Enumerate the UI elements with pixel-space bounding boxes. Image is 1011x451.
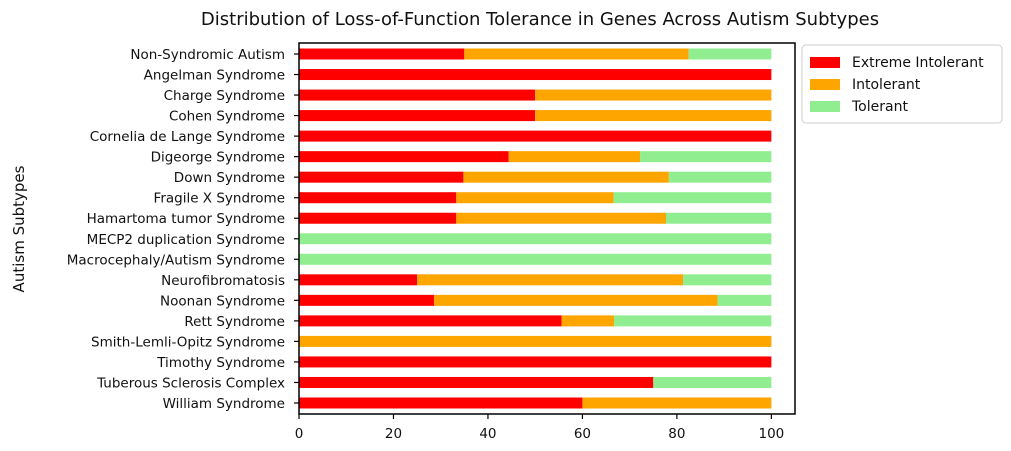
bar-1-row-5 xyxy=(299,130,772,142)
x-tick-label: 100 xyxy=(758,426,784,442)
y-tick-label: Down Syndrome xyxy=(174,170,285,186)
legend-swatch xyxy=(810,101,840,112)
x-tick-label: 20 xyxy=(385,426,402,442)
bar-3-row-7 xyxy=(668,171,772,183)
bar-2-row-18 xyxy=(582,397,772,409)
y-tick-label: Macrocephaly/Autism Syndrome xyxy=(67,252,285,268)
bar-1-row-12 xyxy=(299,274,418,286)
y-tick-label: Fragile X Syndrome xyxy=(154,191,285,207)
y-tick-label: MECP2 duplication Syndrome xyxy=(87,232,285,248)
bar-2-row-8 xyxy=(456,192,614,204)
bar-1-row-2 xyxy=(299,69,772,81)
y-ticks-group: Non-Syndromic Autism Angelman Syndrome Cha… xyxy=(67,47,299,412)
bar-3-row-13 xyxy=(717,294,772,306)
bar-2-row-9 xyxy=(456,212,667,224)
chart-title: Distribution of Loss-of-Function Toleran… xyxy=(201,9,879,30)
y-tick-label: Neurofibromatosis xyxy=(161,273,285,289)
bar-1-row-17 xyxy=(299,376,654,388)
bar-2-row-4 xyxy=(535,110,772,122)
legend: Extreme Intolerant Intolerant Tolerant xyxy=(801,44,1003,124)
legend-label: Tolerant xyxy=(851,99,908,115)
y-tick-label: Cornelia de Lange Syndrome xyxy=(90,129,285,145)
y-tick-label: Tuberous Sclerosis Complex xyxy=(96,375,285,391)
y-axis-label: Autism Subtypes xyxy=(10,165,28,292)
bar-2-row-15 xyxy=(299,335,772,347)
y-tick-label: Timothy Syndrome xyxy=(156,355,285,371)
legend-label: Extreme Intolerant xyxy=(852,55,984,71)
bar-1-row-16 xyxy=(299,356,772,368)
bar-3-row-8 xyxy=(613,192,772,204)
bar-1-row-8 xyxy=(299,192,457,204)
bar-2-row-7 xyxy=(463,171,669,183)
bar-2-row-1 xyxy=(464,48,689,60)
x-tick-label: 80 xyxy=(668,426,685,442)
bar-2-row-14 xyxy=(561,315,615,327)
bar-3-row-11 xyxy=(299,253,772,265)
bars-group xyxy=(299,48,772,409)
y-tick-label: Noonan Syndrome xyxy=(160,293,285,309)
bar-3-row-6 xyxy=(640,151,772,163)
y-tick-label: Charge Syndrome xyxy=(164,88,285,104)
x-ticks-group: 0 20 40 60 80 100 xyxy=(295,414,784,442)
legend-swatch xyxy=(810,79,840,90)
bar-1-row-18 xyxy=(299,397,583,409)
bar-1-row-6 xyxy=(299,151,509,163)
y-tick-label: Cohen Syndrome xyxy=(169,109,285,125)
y-tick-label: William Syndrome xyxy=(163,396,285,412)
x-tick-label: 0 xyxy=(295,426,304,442)
y-tick-label: Digeorge Syndrome xyxy=(151,150,285,166)
bar-1-row-13 xyxy=(299,294,435,306)
bar-3-row-17 xyxy=(653,376,772,388)
bar-1-row-1 xyxy=(299,48,465,60)
y-tick-label: Rett Syndrome xyxy=(184,314,285,330)
x-tick-label: 40 xyxy=(479,426,496,442)
bar-3-row-14 xyxy=(614,315,772,327)
bar-3-row-10 xyxy=(299,233,772,245)
bar-1-row-4 xyxy=(299,110,536,122)
bar-1-row-7 xyxy=(299,171,464,183)
legend-label: Intolerant xyxy=(852,77,921,93)
bar-2-row-13 xyxy=(434,294,718,306)
y-tick-label: Hamartoma tumor Syndrome xyxy=(87,211,285,227)
bar-3-row-12 xyxy=(683,274,772,286)
bar-3-row-1 xyxy=(688,48,772,60)
bar-3-row-9 xyxy=(666,212,772,224)
bar-2-row-3 xyxy=(535,89,772,101)
bar-2-row-12 xyxy=(417,274,684,286)
bar-2-row-6 xyxy=(508,151,641,163)
bar-1-row-3 xyxy=(299,89,536,101)
plot-frame xyxy=(298,42,796,415)
legend-swatch xyxy=(810,57,840,68)
y-tick-label: Non-Syndromic Autism xyxy=(130,47,285,63)
legend-box xyxy=(801,44,1003,124)
x-tick-label: 60 xyxy=(574,426,591,442)
bar-1-row-9 xyxy=(299,212,457,224)
y-tick-label: Smith-Lemli-Opitz Syndrome xyxy=(91,334,285,350)
y-tick-label: Angelman Syndrome xyxy=(144,68,285,84)
axes-frame xyxy=(298,42,796,415)
bar-1-row-14 xyxy=(299,315,562,327)
